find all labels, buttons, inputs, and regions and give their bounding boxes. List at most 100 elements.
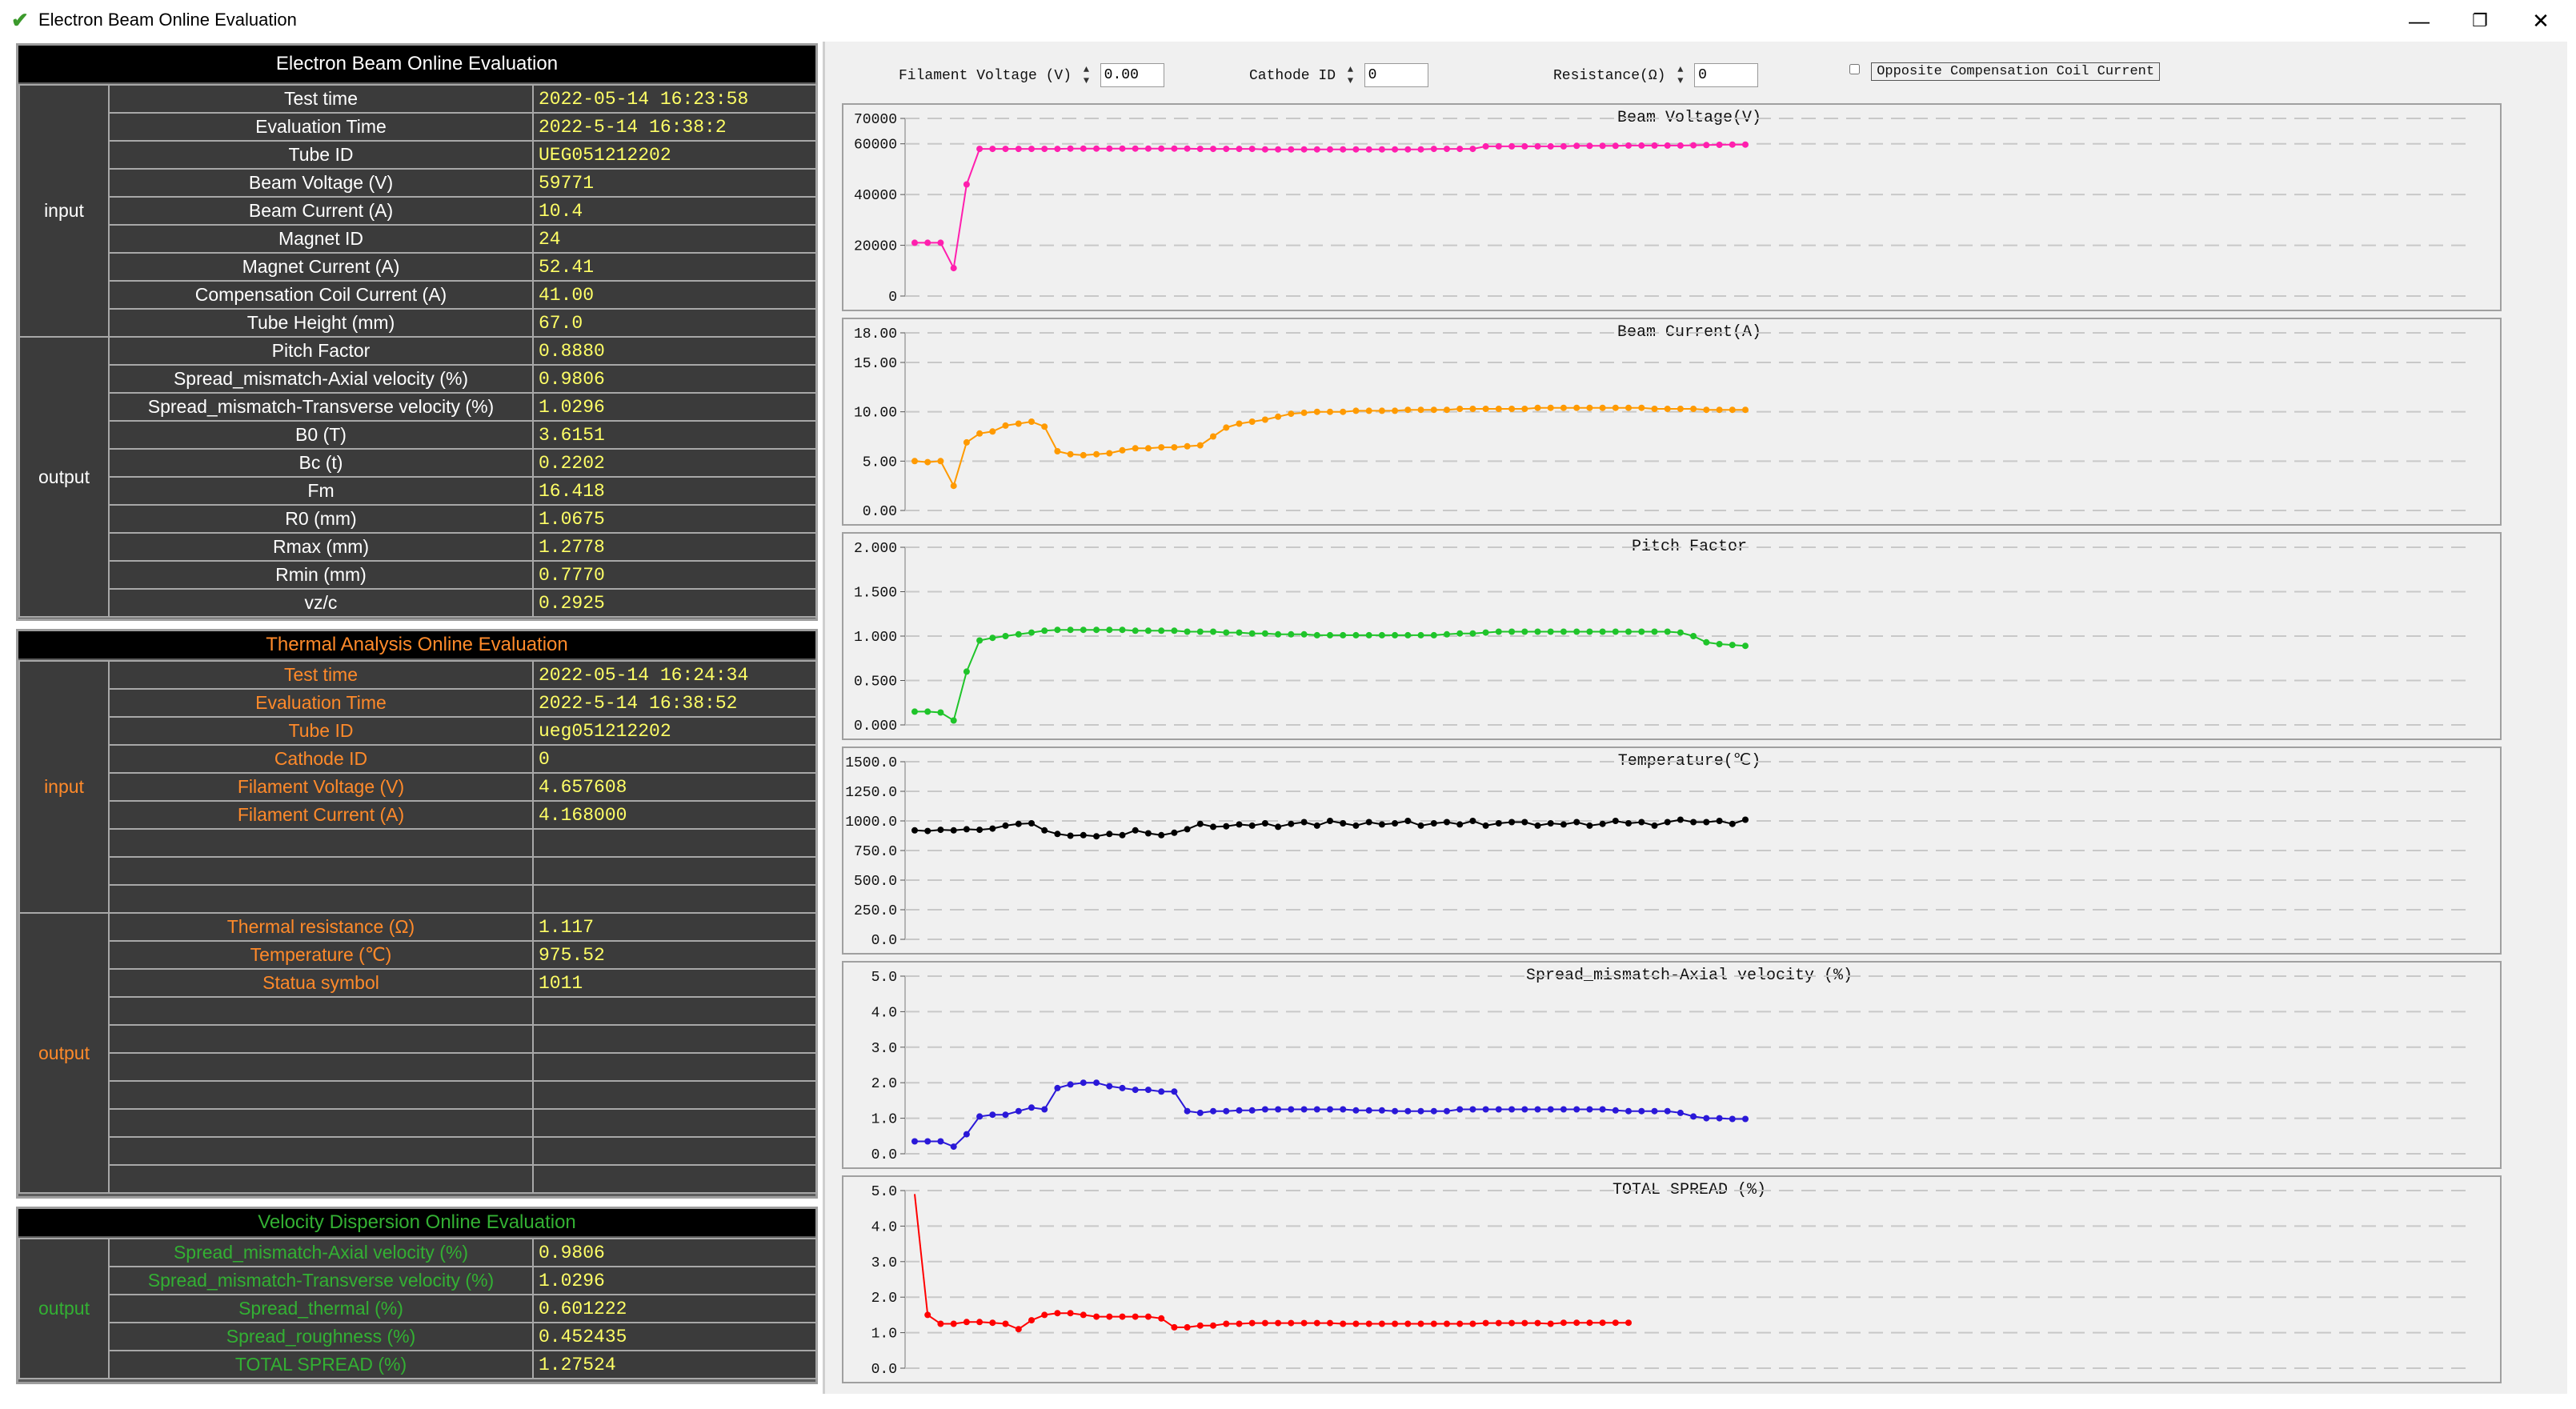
data-point [1456,406,1464,412]
y-tick-label: 0 [888,290,897,306]
data-point [1638,1107,1645,1115]
field-value: 0.452435 [532,1322,817,1351]
data-point [1015,1107,1022,1115]
data-point [1651,142,1658,149]
data-point [937,1138,944,1145]
table-row: Fm 16.418 [19,476,817,506]
check-icon: ✔ [11,8,29,32]
thermal-panel: Thermal Analysis Online Evaluation input… [16,629,818,1199]
data-point [1327,408,1333,415]
field-label [108,856,534,886]
data-point [1365,631,1372,638]
table-row: Filament Current (A) 4.168000 [19,800,817,830]
table-row: Compensation Coil Current (A) 41.00 [19,280,817,310]
data-point [911,1138,918,1145]
y-tick-label: 4.0 [871,1005,897,1021]
opposite-coil-checkbox[interactable] [1849,64,1860,74]
data-point [1599,1106,1606,1113]
data-point [1365,146,1372,153]
close-button[interactable]: ✕ [2532,9,2550,33]
field-label: Spread_mismatch-Transverse velocity (%) [108,392,534,422]
field-value: 0.7770 [532,560,817,590]
data-point [1482,142,1489,150]
data-point [1352,631,1360,638]
data-point [1210,1107,1216,1115]
data-point [1417,631,1424,638]
data-point [1236,146,1243,153]
data-point [1144,627,1152,634]
maximize-button[interactable]: ❐ [2472,10,2488,30]
data-point [1119,1084,1126,1091]
data-point [1184,628,1191,635]
table-row: output Pitch Factor 0.8880 [18,336,817,618]
data-point [1521,628,1528,635]
spinner-icon[interactable]: ▲ ▼ [1083,64,1090,87]
data-point [1521,142,1528,150]
data-point [1144,1087,1152,1094]
data-point [1482,822,1489,829]
field-value: 1.27524 [532,1350,817,1379]
data-point [1119,446,1126,454]
data-point [1223,1107,1230,1115]
data-point [1586,822,1593,829]
data-point [1560,821,1567,828]
data-point [1729,820,1736,827]
data-point [1482,1106,1489,1113]
spinner-icon[interactable]: ▲ ▼ [1677,64,1684,87]
data-point [1067,1310,1074,1317]
field-label [108,884,534,914]
data-point [937,827,944,834]
field-value: 2022-05-14 16:24:34 [532,660,817,690]
resistance-input[interactable] [1694,63,1759,88]
y-tick-label: 0.500 [854,674,897,690]
data-point [1365,1320,1372,1327]
data-point [1196,146,1204,153]
data-point [1378,821,1385,828]
data-point [950,265,957,272]
data-point [1729,141,1736,148]
data-point [1028,146,1035,153]
spinner-icon[interactable]: ▲ ▼ [1347,64,1354,87]
data-point [1378,631,1385,638]
field-value [532,996,817,1026]
y-tick-label: 1.0 [871,1112,897,1128]
data-point [950,482,957,490]
field-value: 4.168000 [532,800,817,830]
table-row: TOTAL SPREAD (%) 1.27524 [19,1350,817,1379]
y-tick-label: 70000 [854,112,897,128]
data-point [1456,821,1464,828]
y-tick-label: 1250.0 [845,785,897,801]
data-point [1313,822,1320,829]
data-point [1275,630,1282,638]
data-point [989,1319,996,1327]
data-point [1275,1319,1282,1327]
data-point [1300,1319,1308,1327]
data-point [1248,418,1256,425]
table-row: Tube ID ueg051212202 [19,716,817,746]
field-value: 59771 [532,168,817,198]
y-tick-label: 500.0 [854,874,897,890]
data-point [1210,433,1216,440]
data-point [1392,407,1399,414]
data-point [950,717,957,724]
cathode-id-input[interactable] [1364,63,1428,88]
minimize-button[interactable]: — [2409,9,2430,33]
opposite-coil-label[interactable]: Opposite Compensation Coil Current [1871,62,2161,81]
field-value: 975.52 [532,940,817,970]
data-point [1495,628,1502,635]
data-point [1067,626,1074,634]
filament-voltage-input[interactable] [1100,63,1164,88]
data-point [1430,631,1437,638]
chart-5: TOTAL SPREAD (%)0.01.02.03.04.05.0 [842,1175,2502,1383]
data-point [1313,1106,1320,1113]
y-tick-label: 3.0 [871,1255,897,1271]
data-point [1625,1319,1632,1327]
field-label [108,1136,534,1166]
field-label: Magnet Current (A) [108,252,534,282]
field-label [108,1108,534,1138]
field-value: 0.2202 [532,448,817,478]
data-point [1742,141,1749,148]
data-point [1158,444,1165,451]
